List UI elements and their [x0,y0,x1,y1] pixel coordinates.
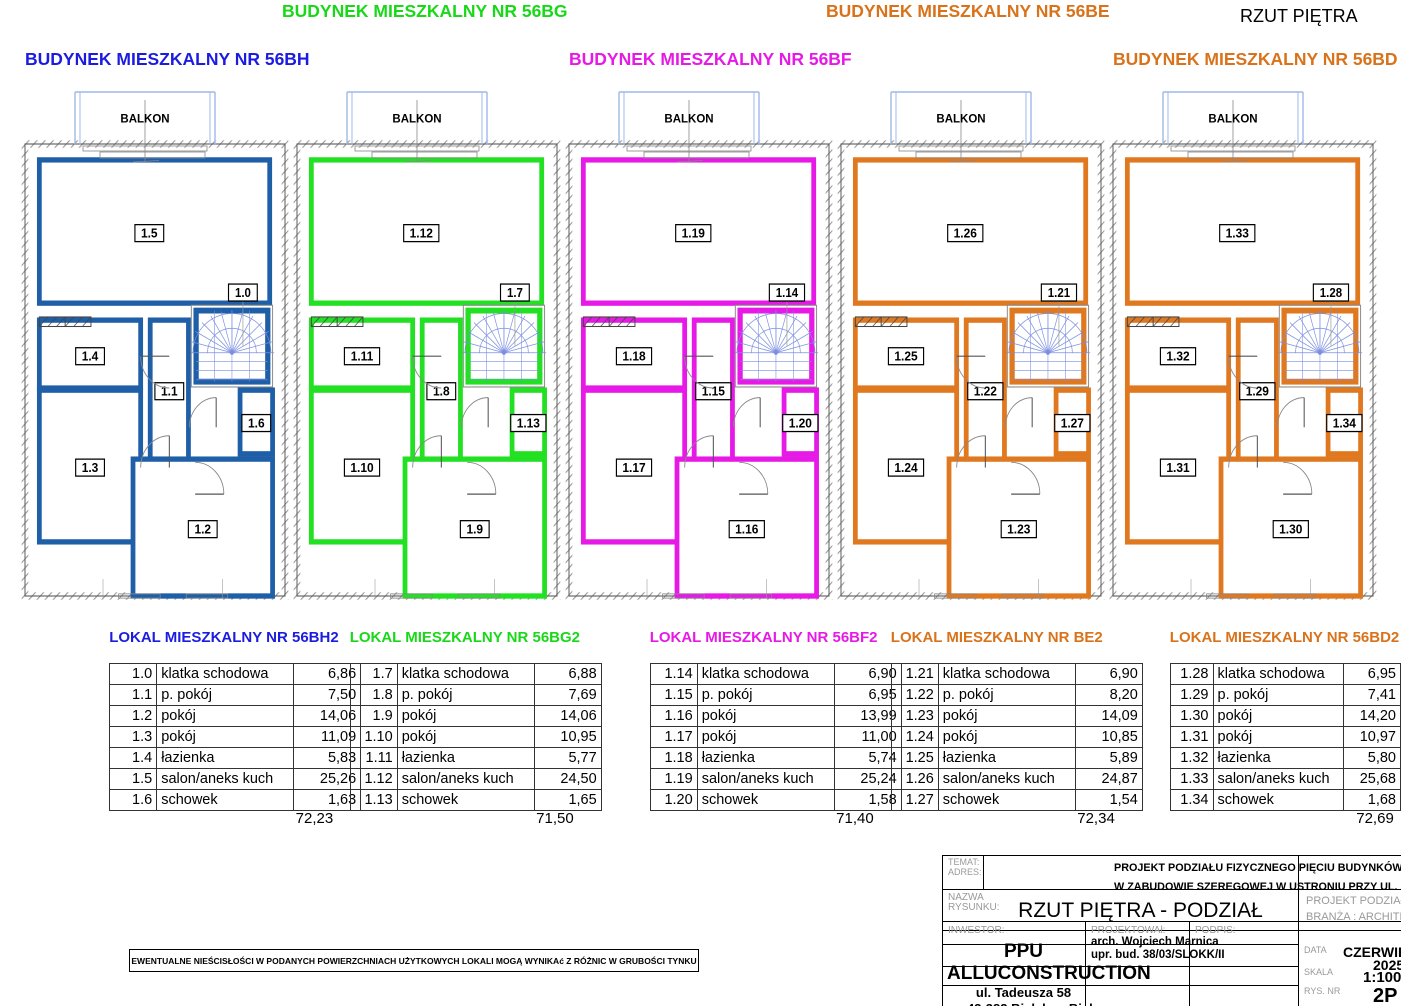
svg-text:1.7: 1.7 [507,285,523,300]
svg-text:1.17: 1.17 [622,461,645,476]
svg-text:BALKON: BALKON [120,114,169,126]
svg-text:BUDYNEK MIESZKALNY NR 56BH: BUDYNEK MIESZKALNY NR 56BH [25,49,310,69]
svg-text:1.28: 1.28 [1320,285,1343,300]
svg-text:1.19: 1.19 [682,226,705,241]
svg-text:1.3: 1.3 [82,461,99,476]
svg-text:BALKON: BALKON [392,114,441,126]
svg-text:1.14: 1.14 [776,285,799,300]
svg-text:RZUT PIĘTRA: RZUT PIĘTRA [1240,6,1358,26]
svg-text:1.25: 1.25 [894,349,917,364]
svg-text:1.4: 1.4 [82,349,99,364]
svg-text:BUDYNEK MIESZKALNY NR 56BE: BUDYNEK MIESZKALNY NR 56BE [826,1,1110,21]
svg-text:1.0: 1.0 [235,285,251,300]
svg-text:1.31: 1.31 [1166,461,1189,476]
svg-text:1.27: 1.27 [1061,416,1084,431]
svg-text:BUDYNEK MIESZKALNY NR 56BG: BUDYNEK MIESZKALNY NR 56BG [282,1,568,21]
svg-text:1.18: 1.18 [622,349,645,364]
svg-text:1.32: 1.32 [1166,349,1189,364]
svg-text:1.26: 1.26 [954,226,977,241]
svg-text:1.21: 1.21 [1048,285,1071,300]
svg-text:1.1: 1.1 [161,384,178,399]
svg-text:1.34: 1.34 [1333,416,1356,431]
svg-text:1.5: 1.5 [141,226,158,241]
svg-text:BUDYNEK MIESZKALNY NR 56BD: BUDYNEK MIESZKALNY NR 56BD [1113,49,1398,69]
svg-text:BALKON: BALKON [936,114,985,126]
svg-text:1.12: 1.12 [410,226,433,241]
svg-text:1.8: 1.8 [433,384,450,399]
svg-text:1.20: 1.20 [789,416,812,431]
svg-text:1.30: 1.30 [1279,522,1302,537]
svg-text:1.23: 1.23 [1007,522,1030,537]
svg-text:BALKON: BALKON [1208,114,1257,126]
svg-text:BALKON: BALKON [664,114,713,126]
svg-text:1.33: 1.33 [1226,226,1249,241]
svg-text:1.24: 1.24 [894,461,917,476]
svg-text:1.9: 1.9 [466,522,483,537]
svg-text:1.10: 1.10 [350,461,373,476]
svg-text:1.6: 1.6 [248,416,265,431]
svg-text:BUDYNEK MIESZKALNY NR 56BF: BUDYNEK MIESZKALNY NR 56BF [569,49,852,69]
svg-text:1.13: 1.13 [517,416,540,431]
svg-text:1.16: 1.16 [735,522,758,537]
svg-text:1.2: 1.2 [194,522,211,537]
svg-text:1.11: 1.11 [351,349,374,364]
